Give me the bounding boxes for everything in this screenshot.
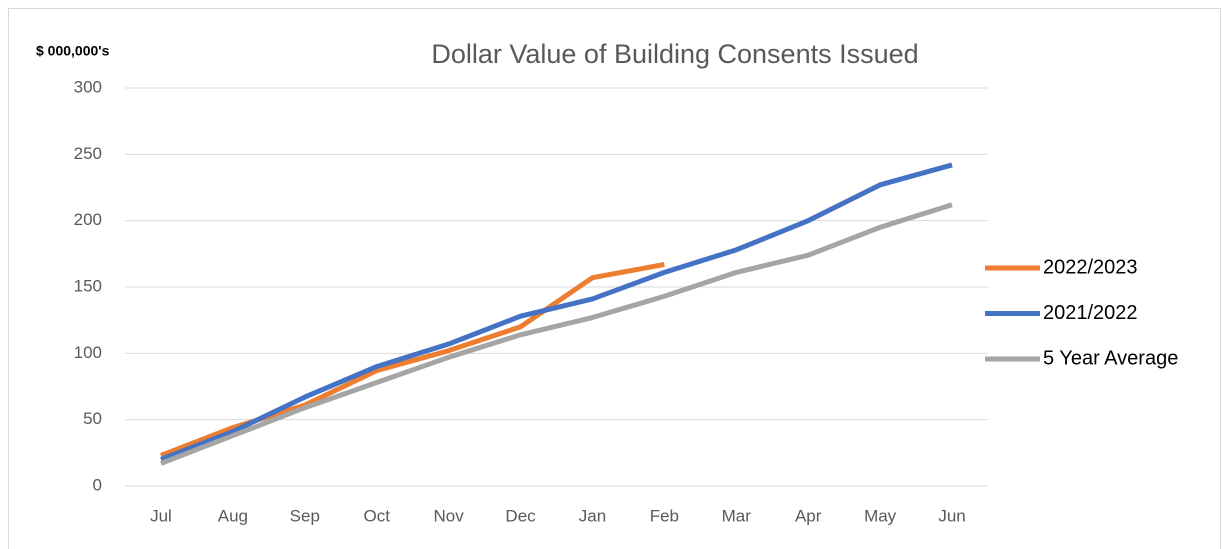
x-tick-label: Nov	[434, 506, 465, 525]
x-tick-label: Aug	[218, 506, 248, 525]
series-line	[160, 162, 953, 462]
x-tick-label: May	[864, 506, 897, 525]
y-tick-label: 0	[93, 475, 102, 494]
series-line	[160, 202, 953, 466]
y-tick-label: 250	[74, 144, 102, 163]
series-line	[160, 261, 665, 458]
legend-label: 2021/2022	[1043, 302, 1138, 324]
x-tick-label: Feb	[650, 506, 679, 525]
chart-title: Dollar Value of Building Consents Issued	[431, 39, 918, 69]
chart-frame	[8, 8, 1221, 549]
y-tick-label: 200	[74, 210, 102, 229]
x-tick-label: Jun	[938, 506, 965, 525]
y-tick-label: 150	[74, 276, 102, 295]
x-tick-label: Oct	[363, 506, 390, 525]
x-tick-label: Dec	[505, 506, 536, 525]
legend-label: 5 Year Average	[1043, 347, 1178, 369]
y-tick-label: 50	[83, 409, 102, 428]
y-tick-label: 300	[74, 77, 102, 96]
x-tick-label: Mar	[722, 506, 752, 525]
x-tick-label: Jan	[579, 506, 606, 525]
x-tick-label: Sep	[290, 506, 320, 525]
legend-label: 2022/2023	[1043, 256, 1138, 278]
y-tick-label: 100	[74, 343, 102, 362]
x-tick-label: Apr	[795, 506, 822, 525]
y-axis-label: $ 000,000's	[36, 43, 110, 59]
x-tick-label: Jul	[150, 506, 172, 525]
